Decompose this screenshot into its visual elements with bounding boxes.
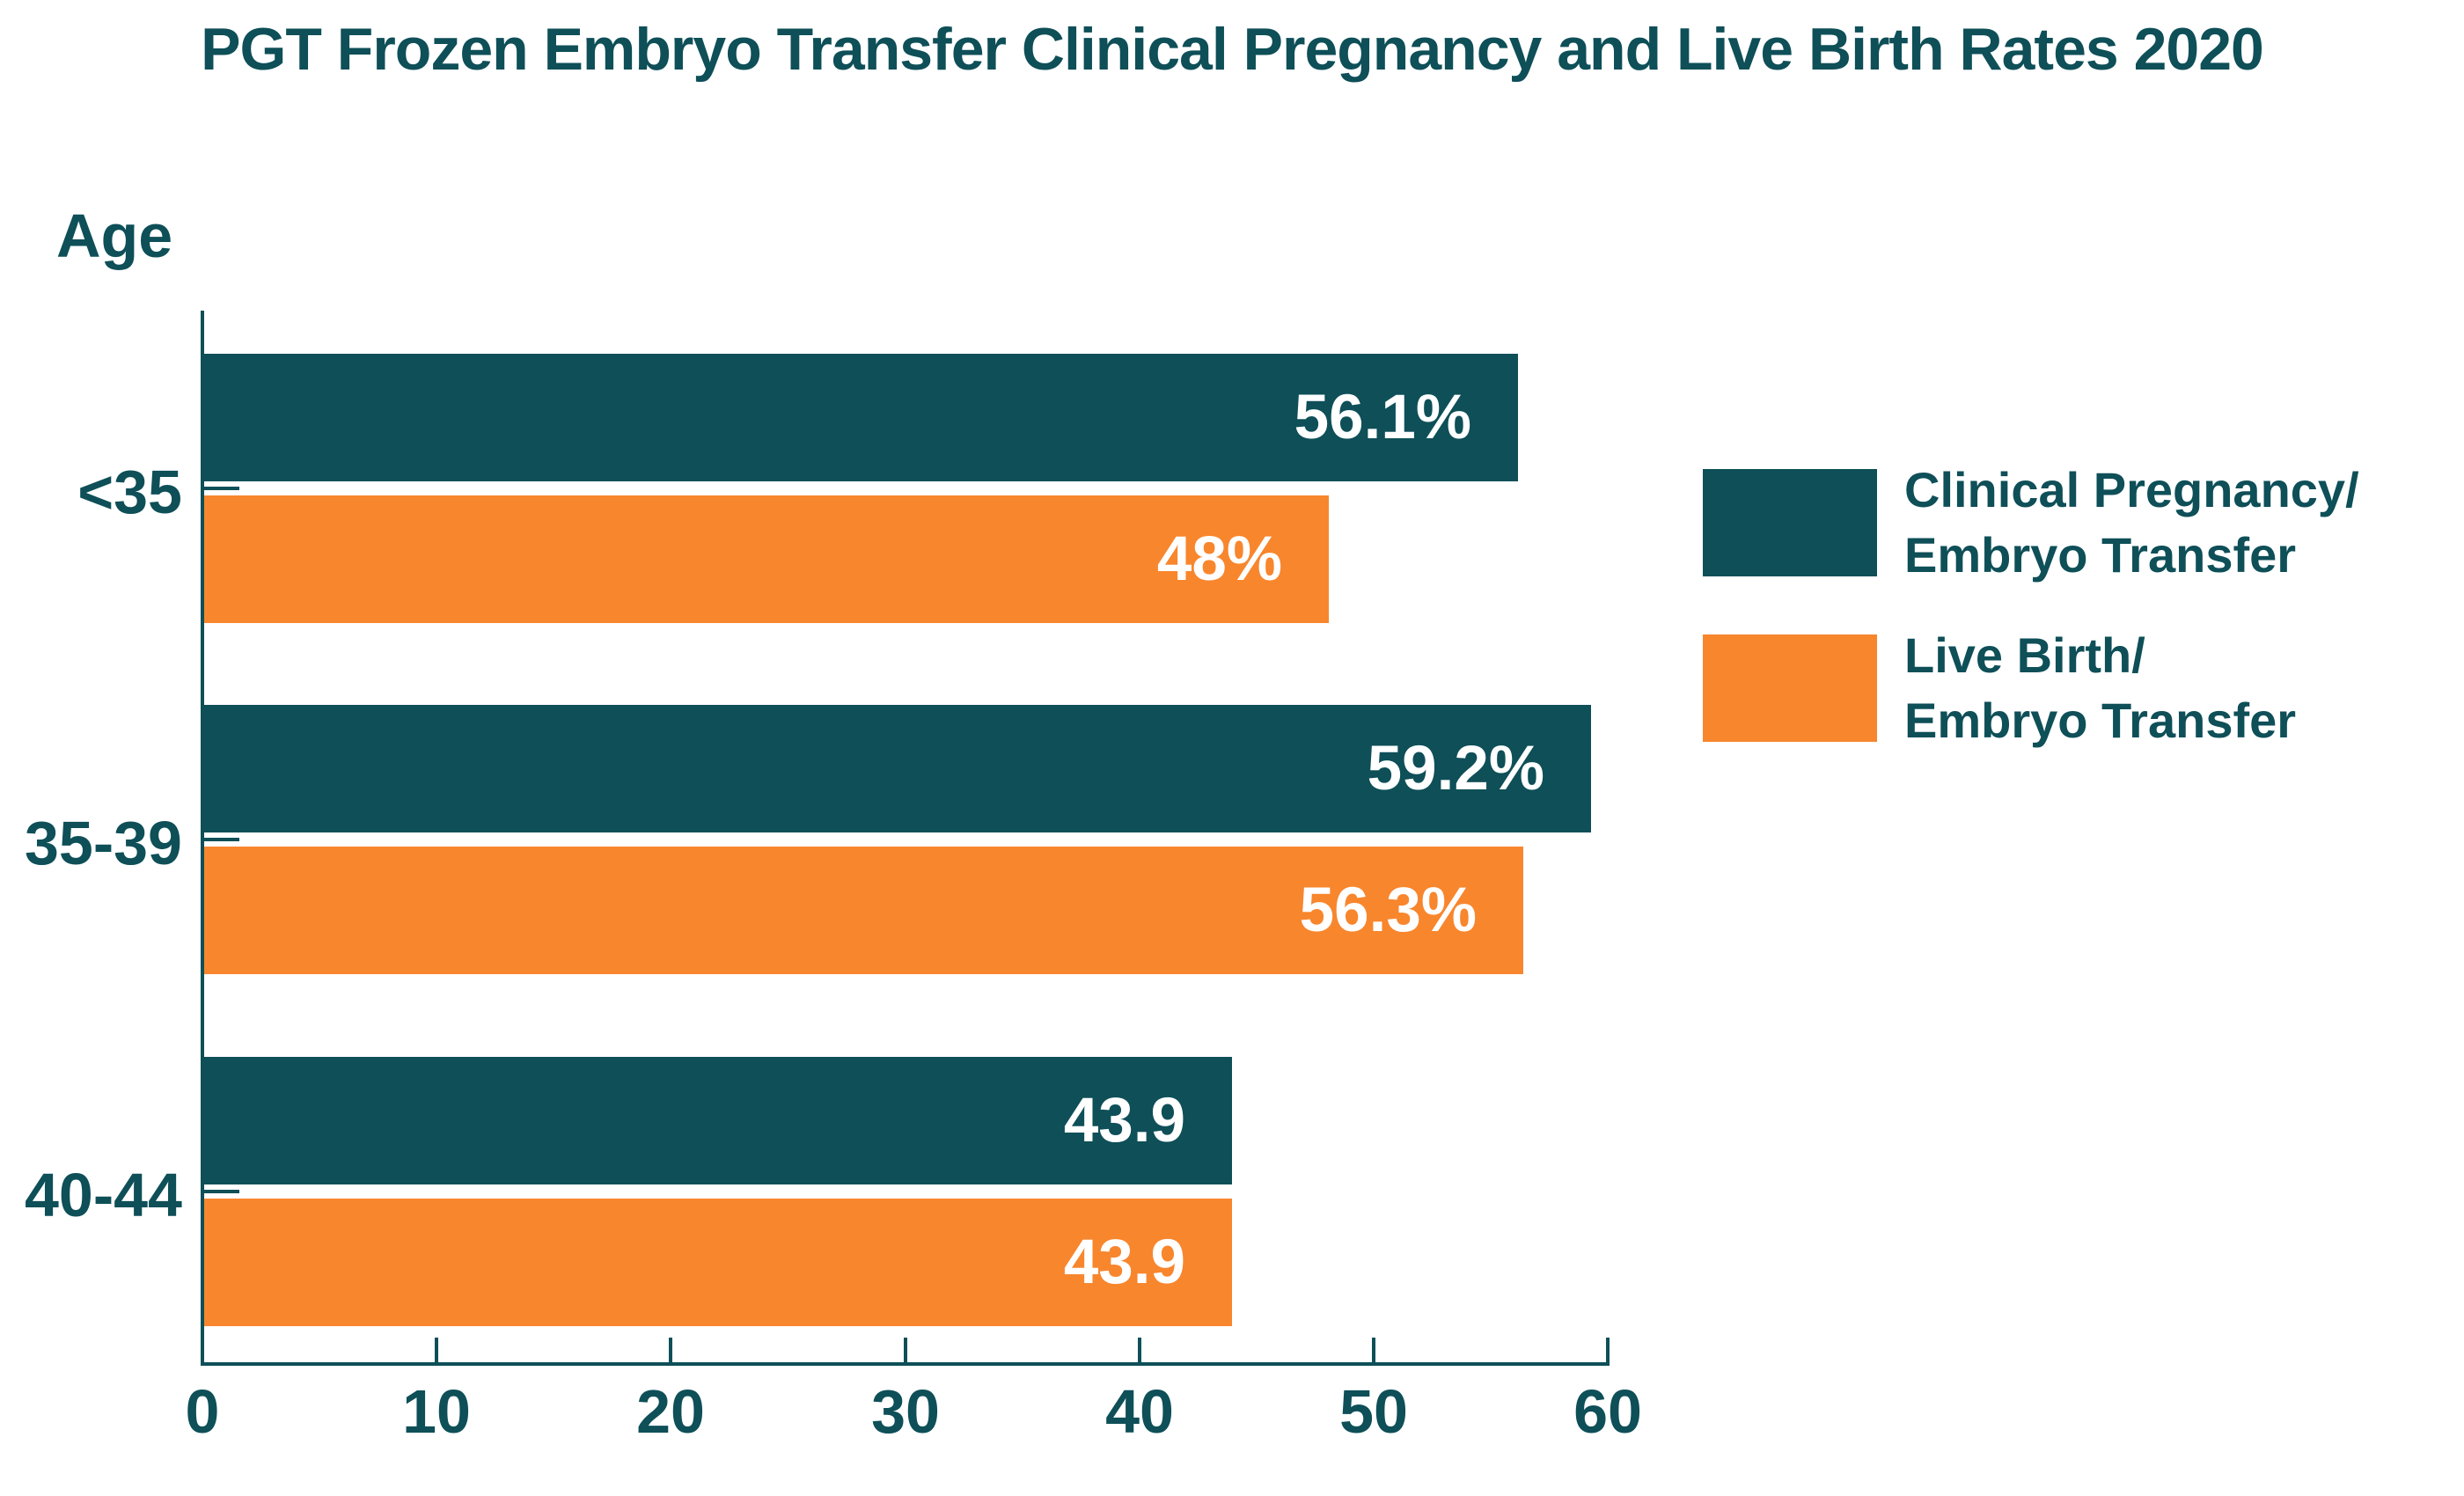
legend-label-2: Live Birth/Embryo Transfer xyxy=(1904,623,2296,753)
legend: Clinical Pregnancy/Embryo Transfer Live B… xyxy=(1703,458,2359,788)
plot-area: 56.1% 48% 59.2% 56.3% 43.9 43.9 xyxy=(201,311,1610,1366)
bar-<35-series-2: 48% xyxy=(204,495,1329,623)
category-tick-3 xyxy=(202,1190,239,1193)
category-label-2: 35-39 xyxy=(24,809,182,877)
bar-<35-series-1: 56.1% xyxy=(204,354,1518,481)
bar-value-label: 59.2% xyxy=(1367,734,1544,803)
x-tick-label-30: 30 xyxy=(871,1377,940,1446)
category-tick-2 xyxy=(202,838,239,841)
legend-item-1: Clinical Pregnancy/Embryo Transfer xyxy=(1703,458,2359,588)
legend-label-line: Embryo Transfer xyxy=(1904,693,2297,748)
bar-35-39-series-1: 59.2% xyxy=(204,705,1591,832)
legend-item-2: Live Birth/Embryo Transfer xyxy=(1703,623,2359,753)
x-tick-label-20: 20 xyxy=(636,1377,705,1446)
legend-label-line: Live Birth/ xyxy=(1904,627,2145,683)
bar-40-44-series-1: 43.9 xyxy=(204,1057,1232,1184)
legend-label-line: Embryo Transfer xyxy=(1904,527,2297,583)
bar-value-label: 43.9 xyxy=(1063,1086,1185,1155)
x-tick-50 xyxy=(1372,1338,1375,1366)
x-tick-30 xyxy=(904,1338,907,1366)
x-tick-label-10: 10 xyxy=(402,1377,471,1446)
x-tick-label-60: 60 xyxy=(1573,1377,1642,1446)
bar-value-label: 43.9 xyxy=(1063,1228,1185,1297)
x-tick-label-50: 50 xyxy=(1339,1377,1408,1446)
legend-swatch-2 xyxy=(1703,634,1877,742)
bar-35-39-series-2: 56.3% xyxy=(204,847,1523,974)
bar-value-label: 48% xyxy=(1156,524,1282,594)
bar-value-label: 56.1% xyxy=(1294,383,1471,452)
y-axis-title: Age xyxy=(56,202,173,270)
legend-label-1: Clinical Pregnancy/Embryo Transfer xyxy=(1904,458,2359,588)
bar-value-label: 56.3% xyxy=(1299,876,1477,945)
bar-40-44-series-2: 43.9 xyxy=(204,1199,1232,1326)
chart-title: PGT Frozen Embryo Transfer Clinical Preg… xyxy=(201,16,2264,83)
x-tick-60 xyxy=(1606,1338,1610,1366)
category-label-1: <35 xyxy=(77,458,182,526)
legend-label-line: Clinical Pregnancy/ xyxy=(1904,462,2359,517)
category-tick-1 xyxy=(202,487,239,490)
x-tick-label-40: 40 xyxy=(1105,1377,1174,1446)
x-tick-20 xyxy=(669,1338,672,1366)
x-tick-10 xyxy=(435,1338,438,1366)
x-tick-40 xyxy=(1138,1338,1141,1366)
category-label-3: 40-44 xyxy=(24,1161,182,1229)
legend-swatch-1 xyxy=(1703,469,1877,576)
x-tick-label-0: 0 xyxy=(185,1377,220,1446)
